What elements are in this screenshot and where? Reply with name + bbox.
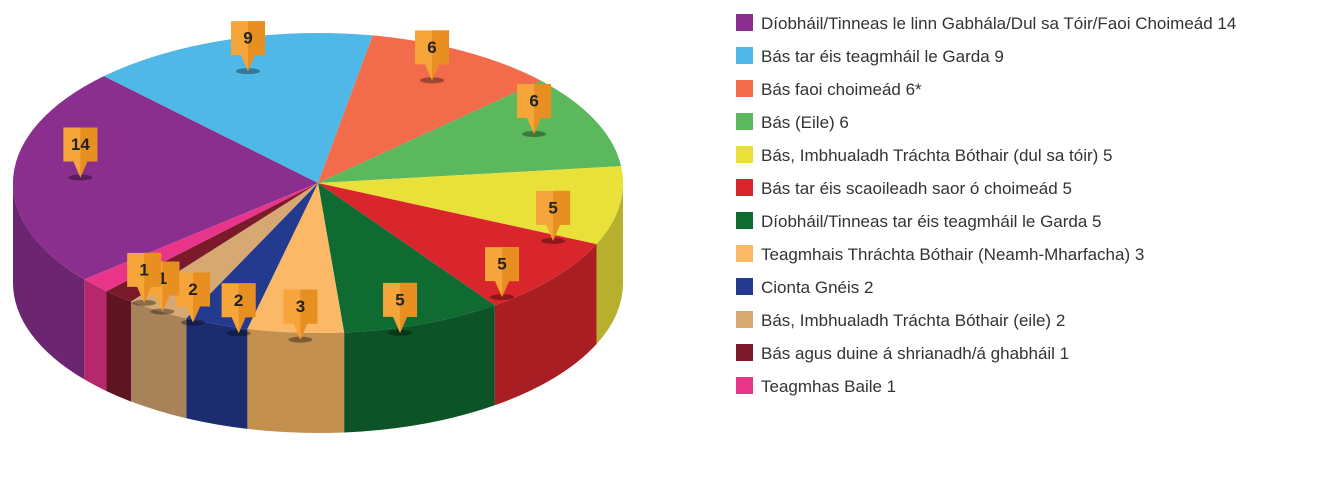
- legend-label: Teagmhas Baile 1: [761, 377, 897, 396]
- pin: 5: [485, 247, 520, 301]
- pin-label: 3: [296, 297, 305, 316]
- legend-item: Teagmhas Baile 1: [736, 375, 1306, 399]
- pie-side: [344, 305, 495, 433]
- legend-item: Bás, Imbhualadh Tráchta Bóthair (dul sa …: [736, 144, 1306, 168]
- pin-shade: [193, 272, 211, 323]
- pin-shade: [247, 21, 265, 72]
- pin-label: 2: [188, 280, 197, 299]
- pie-slice: [318, 35, 541, 183]
- pin: 2: [176, 272, 211, 326]
- legend-item: Teagmhais Thráchta Bóthair (Neamh-Mharfa…: [736, 243, 1306, 267]
- pin: 9: [230, 21, 265, 75]
- legend-label: Bás agus duine á shrianadh/á ghabháil 1: [761, 344, 1070, 363]
- legend-label: Díobháil/Tinneas tar éis teagmháil le Ga…: [761, 212, 1102, 231]
- legend-item: Díobháil/Tinneas tar éis teagmháil le Ga…: [736, 210, 1306, 234]
- pin-label: 14: [71, 135, 90, 154]
- pie-side: [247, 328, 345, 433]
- pie-chart: 14 9 6 6 5 5 5 3 2 2 11: [12, 21, 623, 433]
- pin-shade: [400, 282, 418, 333]
- legend-swatch: [736, 14, 753, 31]
- legend-label: Bás tar éis scaoileadh saor ó choimeád 5: [761, 179, 1072, 198]
- pin-label: 1: [158, 269, 167, 288]
- legend: Díobháil/Tinneas le linn Gabhála/Dul sa …: [736, 12, 1306, 408]
- pie-side: [131, 301, 187, 419]
- legend-swatch: [736, 311, 753, 328]
- pin: 14: [63, 127, 98, 181]
- pin-shade: [162, 261, 180, 312]
- legend-item: Bás (Eile) 6: [736, 111, 1306, 135]
- legend-label: Díobháil/Tinneas le linn Gabhála/Dul sa …: [761, 14, 1237, 33]
- pin-label: 2: [234, 291, 243, 310]
- legend-label: Bás (Eile) 6: [761, 113, 849, 132]
- pie-slice: [103, 33, 373, 184]
- pin-shadow: [522, 131, 547, 138]
- legend-item: Díobháil/Tinneas le linn Gabhála/Dul sa …: [736, 12, 1306, 36]
- pin-shade: [432, 30, 450, 81]
- pin: 5: [383, 282, 418, 336]
- legend-swatch: [736, 80, 753, 97]
- pin-shade: [534, 84, 552, 135]
- pin-label: 9: [243, 29, 252, 48]
- pie-slice: [318, 183, 597, 306]
- pin-label: 6: [427, 38, 436, 57]
- legend-label: Cionta Gnéis 2: [761, 278, 874, 297]
- legend-swatch: [736, 47, 753, 64]
- pin: 2: [221, 283, 256, 337]
- pin-shade: [502, 247, 520, 298]
- pie-side: [84, 279, 107, 392]
- legend-item: Cionta Gnéis 2: [736, 276, 1306, 300]
- legend-label: Teagmhais Thráchta Bóthair (Neamh-Mharfa…: [761, 245, 1145, 264]
- legend-item: Bás faoi choimeád 6*: [736, 78, 1306, 102]
- legend-swatch: [736, 344, 753, 361]
- pin: 6: [517, 84, 552, 138]
- pin-label: 5: [548, 198, 557, 217]
- pin: 6: [415, 30, 450, 84]
- legend-swatch: [736, 146, 753, 163]
- pie-side: [13, 183, 85, 380]
- pin-label: 1: [139, 260, 148, 279]
- pie-side: [494, 244, 597, 406]
- legend-swatch: [736, 245, 753, 262]
- pin: 1: [127, 252, 162, 306]
- legend-swatch: [736, 212, 753, 229]
- legend-swatch: [736, 278, 753, 295]
- pie-slice: [12, 76, 318, 280]
- legend-label: Bás tar éis teagmháil le Garda 9: [761, 47, 1004, 66]
- legend-label: Bás faoi choimeád 6*: [761, 80, 922, 99]
- legend-item: Bás, Imbhualadh Tráchta Bóthair (eile) 2: [736, 309, 1306, 333]
- legend-swatch: [736, 113, 753, 130]
- pin: 5: [536, 190, 571, 244]
- pin-shade: [238, 283, 256, 334]
- pin-label: 5: [395, 290, 404, 309]
- pin-shade: [300, 289, 318, 340]
- pin-shade: [80, 127, 98, 178]
- legend-swatch: [736, 377, 753, 394]
- legend-item: Bás tar éis teagmháil le Garda 9: [736, 45, 1306, 69]
- legend-item: Bás agus duine á shrianadh/á ghabháil 1: [736, 342, 1306, 366]
- pie-slice: [186, 183, 318, 329]
- legend-label: Bás, Imbhualadh Tráchta Bóthair (eile) 2: [761, 311, 1066, 330]
- pin: 3: [283, 289, 318, 343]
- pin-shade: [553, 190, 571, 241]
- pie-side: [186, 318, 248, 429]
- pie-slice: [247, 183, 345, 333]
- pin-label: 6: [529, 92, 538, 111]
- pie-side: [106, 291, 132, 402]
- legend-label: Bás, Imbhualadh Tráchta Bóthair (dul sa …: [761, 146, 1113, 165]
- pin-shade: [144, 252, 162, 303]
- pie-side: [596, 183, 623, 345]
- pie-slice: [318, 183, 495, 333]
- legend-item: Bás tar éis scaoileadh saor ó choimeád 5: [736, 177, 1306, 201]
- legend-swatch: [736, 179, 753, 196]
- pin-label: 5: [497, 255, 506, 274]
